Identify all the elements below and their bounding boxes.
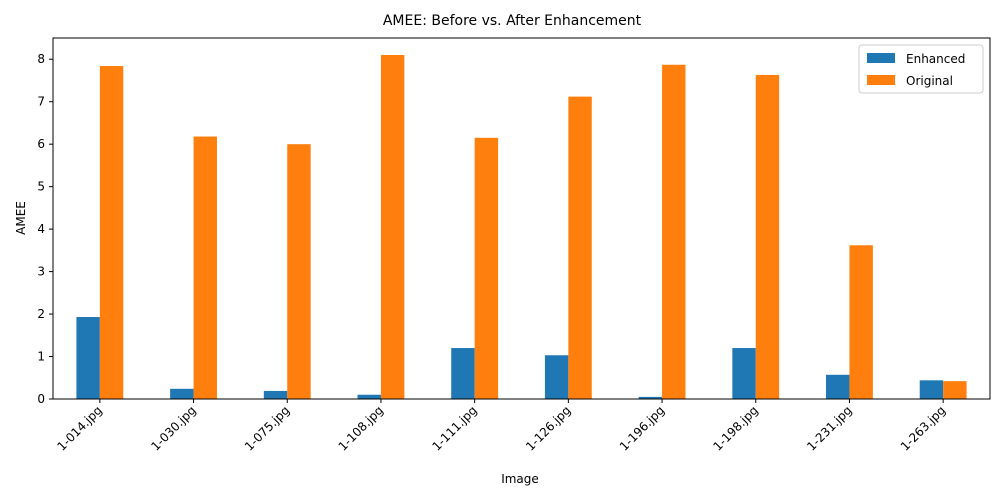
x-axis-label: Image	[501, 472, 539, 486]
bar-enhanced-5	[544, 355, 569, 399]
x-tick-label: 1-198.jpg	[711, 403, 761, 453]
bar-enhanced-8	[826, 374, 850, 399]
bar-enhanced-7	[732, 348, 756, 399]
x-tick-label: 1-075.jpg	[242, 403, 292, 453]
y-tick-label: 4	[37, 222, 45, 236]
chart-title: AMEE: Before vs. After Enhancement	[383, 13, 642, 29]
y-tick-label: 3	[37, 265, 45, 279]
legend: Enhanced Original	[858, 44, 984, 94]
y-tick-label: 2	[37, 307, 45, 321]
bar-enhanced-4	[451, 348, 475, 399]
bar-original-6	[662, 64, 686, 399]
bar-original-0	[99, 66, 124, 399]
legend-swatch-original	[867, 75, 895, 85]
y-axis-label: AMEE	[14, 201, 28, 235]
x-tick-label: 1-014.jpg	[55, 403, 105, 453]
y-axis: 0 1 2 3 4 5 6 7 8	[37, 52, 53, 406]
x-tick-label: 1-231.jpg	[804, 403, 854, 453]
y-tick-label: 7	[37, 95, 45, 109]
bars-layer	[76, 54, 967, 400]
bar-original-9	[943, 381, 967, 399]
x-tick-label: 1-030.jpg	[148, 403, 198, 453]
x-tick-label: 1-196.jpg	[617, 403, 667, 453]
bar-enhanced-0	[76, 317, 100, 399]
bar-original-4	[474, 137, 499, 399]
bar-enhanced-1	[170, 388, 194, 399]
bar-enhanced-3	[357, 394, 381, 399]
y-tick-label: 1	[37, 350, 45, 364]
legend-label-original: Original	[906, 74, 953, 88]
legend-swatch-enhanced	[867, 53, 895, 63]
x-axis: 1-014.jpg 1-030.jpg 1-075.jpg 1-108.jpg 1-11…	[55, 399, 948, 454]
y-tick-label: 0	[37, 392, 45, 406]
x-tick-label: 1-108.jpg	[336, 403, 386, 453]
bar-original-7	[755, 74, 780, 399]
bar-enhanced-9	[919, 380, 944, 399]
bar-original-8	[849, 245, 873, 399]
y-tick-label: 6	[37, 137, 45, 151]
y-tick-label: 5	[37, 180, 45, 194]
bar-original-5	[568, 96, 592, 400]
x-tick-label: 1-126.jpg	[523, 403, 573, 453]
bar-original-2	[287, 144, 311, 399]
legend-label-enhanced: Enhanced	[906, 52, 965, 66]
x-tick-label: 1-263.jpg	[898, 403, 948, 453]
bar-enhanced-2	[263, 390, 288, 399]
plot-frame	[52, 37, 991, 400]
bar-original-3	[380, 54, 405, 400]
y-tick-label: 8	[37, 52, 45, 66]
bar-original-1	[193, 136, 217, 399]
x-tick-label: 1-111.jpg	[429, 403, 479, 453]
bar-enhanced-6	[638, 396, 663, 399]
